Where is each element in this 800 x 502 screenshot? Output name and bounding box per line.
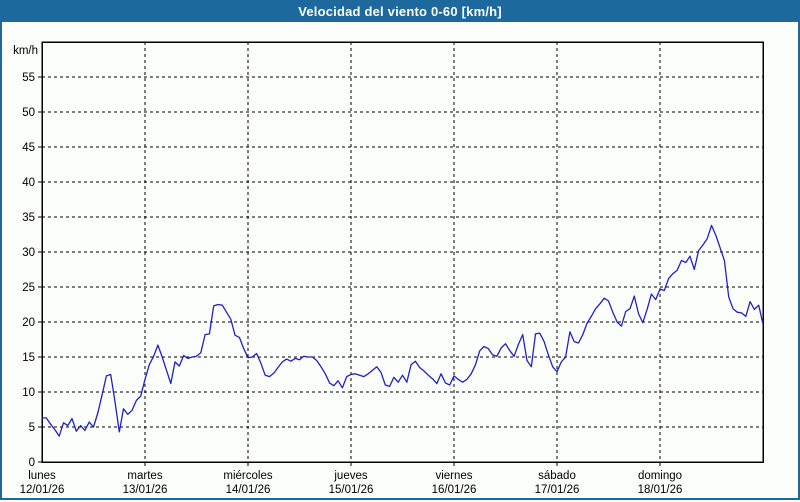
y-tick-label: 5	[29, 422, 35, 434]
x-day-label: martes	[127, 470, 162, 482]
y-axis-unit-label: km/h	[13, 45, 38, 57]
title-bar: Velocidad del viento 0-60 [km/h]	[2, 2, 798, 22]
x-day-label: viernes	[435, 470, 472, 482]
y-tick-label: 25	[22, 282, 35, 294]
x-date-label: 13/01/26	[123, 484, 168, 496]
y-tick-label: 15	[22, 352, 35, 364]
y-tick-label: 0	[29, 457, 35, 469]
x-date-label: 15/01/26	[329, 484, 374, 496]
x-day-label: jueves	[333, 470, 367, 482]
x-date-label: 17/01/26	[535, 484, 580, 496]
wind-speed-series	[41, 224, 764, 437]
y-tick-label: 30	[22, 247, 35, 259]
y-tick-label: 20	[22, 317, 35, 329]
x-date-label: 14/01/26	[226, 484, 271, 496]
y-tick-label: 55	[22, 72, 35, 84]
chart-title: Velocidad del viento 0-60 [km/h]	[298, 4, 502, 19]
x-day-label: sábado	[538, 470, 576, 482]
x-day-label: domingo	[638, 470, 682, 482]
y-tick-label: 50	[22, 107, 35, 119]
y-tick-label: 40	[22, 177, 35, 189]
x-day-label: miércoles	[223, 470, 272, 482]
x-date-label: 16/01/26	[432, 484, 477, 496]
x-day-label: lunes	[28, 470, 56, 482]
y-tick-label: 45	[22, 142, 35, 154]
y-tick-label: 10	[22, 387, 35, 399]
x-date-label: 18/01/26	[638, 484, 683, 496]
x-date-label: 12/01/26	[20, 484, 65, 496]
plot-border	[41, 41, 764, 463]
y-tick-label: 35	[22, 212, 35, 224]
